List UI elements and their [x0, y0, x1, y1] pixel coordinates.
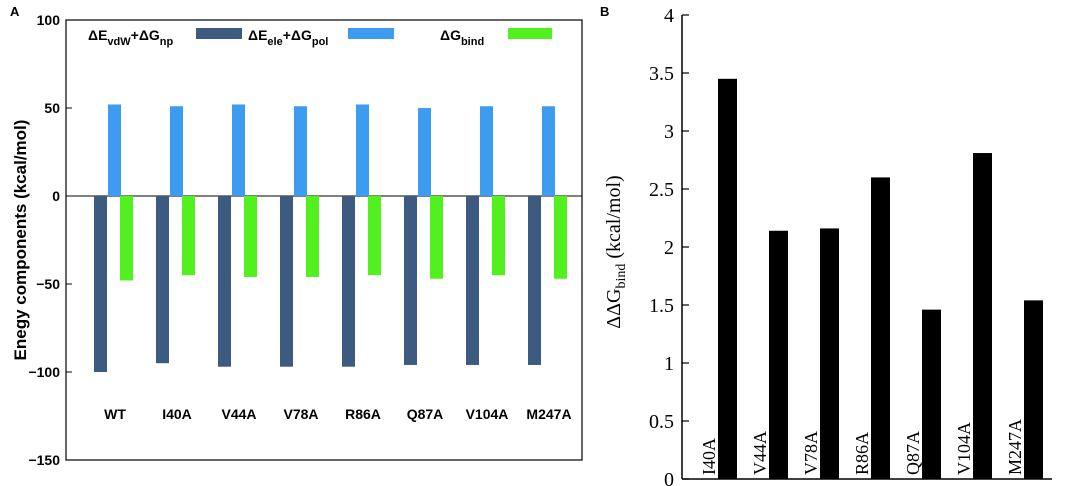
panel-a-legend-swatch	[196, 28, 242, 39]
panel-a-x-tick-label: Q87A	[407, 406, 444, 422]
panel-a-bar	[542, 106, 555, 196]
panel-a-y-axis-label: Enegy components (kcal/mol)	[11, 120, 30, 361]
panel-b-y-tick-label: 0.5	[649, 411, 674, 433]
panel-b-bar	[922, 309, 941, 479]
panel-a-bar	[280, 196, 293, 367]
panel-b-x-tick-label: I40A	[699, 438, 719, 475]
panel-b-y-tick-label: 1	[664, 353, 674, 375]
panel-a-x-tick-label: I40A	[162, 406, 192, 422]
panel-a-y-tick-label: 50	[44, 100, 60, 116]
panel-a-bar	[492, 196, 505, 276]
panel-b-x-tick-label: R86A	[852, 432, 872, 475]
panel-a-legend-label: ΔEele+ΔGpol	[248, 27, 328, 48]
panel-a-bar	[418, 108, 431, 196]
panel-a-bar	[480, 106, 493, 196]
panel-a-x-tick-labels: WT I40A V44A V78A R86A Q87A V104A M247A	[104, 406, 571, 422]
panel-b-axes: 0 0.5 1 1.5 2 2.5 3 3.5 4	[649, 5, 1052, 486]
panel-a-legend-label: ΔGbind	[440, 27, 484, 48]
panel-b-y-axis-label-sub: bind	[614, 264, 629, 289]
panel-a-y-tick-label: 100	[37, 12, 61, 28]
panel-b-x-tick-label: V44A	[750, 431, 770, 475]
panel-b-bar	[769, 230, 788, 479]
panel-b-bars	[718, 78, 1043, 480]
panel-a-bars	[94, 104, 567, 372]
panel-b-y-tick-label: 1.5	[649, 295, 674, 317]
panel-b-bar	[718, 78, 737, 480]
panel-a-x-tick-label: V78A	[283, 406, 318, 422]
panel-a: A Enegy components (kcal/mol) −150 −100 −5…	[10, 4, 583, 468]
panel-b-y-axis-label-pre: ΔΔG	[603, 289, 625, 329]
panel-b-bar	[973, 153, 992, 480]
panel-b-x-tick-label: V104A	[954, 422, 974, 475]
panel-a-bar	[120, 196, 133, 281]
panel-a-bar	[94, 196, 107, 372]
panel-b-y-tick-label: 3.5	[649, 63, 674, 85]
panel-b-y-axis-label: ΔΔGbind (kcal/mol)	[603, 175, 629, 328]
panel-a-bar	[182, 196, 195, 276]
panel-a-y-tick-label: −100	[28, 364, 60, 380]
panel-a-y-tick-label: −50	[36, 276, 60, 292]
panel-a-x-tick-label: WT	[104, 406, 126, 422]
panel-a-legend: ΔEvdW+ΔGnp ΔEele+ΔGpol ΔGbind	[88, 27, 552, 48]
panel-b-y-tick-label: 2.5	[649, 179, 674, 201]
panel-a-y-tick-label: −150	[28, 452, 60, 468]
panel-a-bar	[368, 196, 381, 276]
panel-b-y-tick-label: 0	[664, 469, 674, 486]
panel-b-x-tick-labels: I40A V44A V78A R86A Q87A V104A M247A	[699, 419, 1025, 475]
panel-b-y-axis-label-post: (kcal/mol)	[603, 175, 625, 263]
panel-b-x-tick-label: Q87A	[903, 431, 923, 475]
panel-a-x-tick-label: V104A	[466, 406, 509, 422]
panel-a-legend-swatch	[348, 28, 394, 39]
panel-a-bar	[528, 196, 541, 365]
panel-a-bar	[356, 104, 369, 196]
panel-b-bar	[871, 177, 890, 479]
panel-a-bar	[466, 196, 479, 365]
panel-b-bar	[1024, 300, 1043, 479]
panel-b-y-tick-label: 4	[664, 5, 674, 27]
panel-a-bar	[244, 196, 257, 277]
panel-a-x-tick-label: R86A	[345, 406, 381, 422]
panel-a-bar	[554, 196, 567, 279]
panel-a-legend-label: ΔEvdW+ΔGnp	[88, 27, 174, 48]
panel-a-legend-swatch	[508, 28, 552, 39]
panel-a-bar	[430, 196, 443, 279]
panel-a-bar	[218, 196, 231, 367]
panel-a-label: A	[10, 4, 20, 19]
panel-a-y-tick-label: 0	[52, 188, 60, 204]
panel-a-x-tick-label: V44A	[221, 406, 256, 422]
panel-a-bar	[108, 104, 121, 196]
panel-b-x-tick-label: M247A	[1005, 419, 1025, 475]
panel-b-label: B	[600, 4, 609, 19]
panel-a-bar	[156, 196, 169, 364]
panel-b-x-tick-label: V78A	[801, 431, 821, 475]
panel-a-bar	[232, 104, 245, 196]
panel-a-bar	[294, 106, 307, 196]
panel-a-bar	[404, 196, 417, 365]
panel-a-x-tick-label: M247A	[526, 406, 571, 422]
panel-b: B ΔΔGbind (kcal/mol) 0 0.5 1 1.5 2 2.5 3 3.5 4 I…	[600, 4, 1052, 486]
panel-a-plot-frame	[65, 19, 583, 461]
panel-b-bar	[820, 228, 839, 479]
panel-a-bar	[342, 196, 355, 367]
panel-a-bar	[170, 106, 183, 196]
panel-b-y-tick-label: 3	[664, 121, 674, 143]
panel-a-bar	[306, 196, 319, 277]
panel-b-y-tick-label: 2	[664, 237, 674, 259]
